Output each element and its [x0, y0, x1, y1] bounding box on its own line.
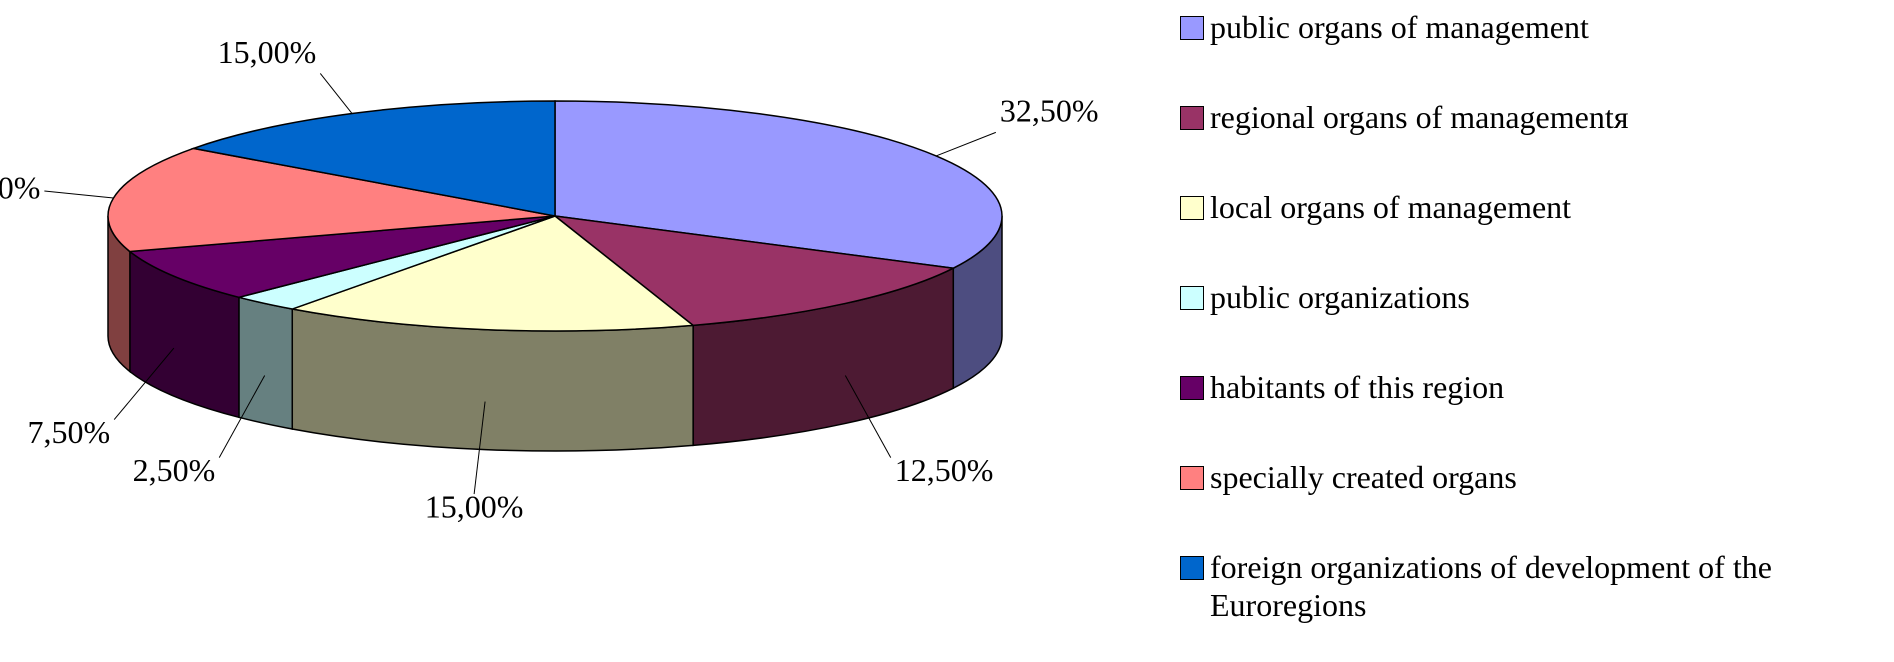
data-label: 15,00% [0, 169, 40, 205]
data-label: 7,50% [28, 414, 111, 450]
legend-item: public organs of management [1180, 8, 1880, 46]
legend-swatch [1180, 286, 1204, 310]
legend-item: local organs of management [1180, 188, 1880, 226]
pie-area: 32,50% 12,50% 15,00% 2,50% 7,50% 15,00% 15,00% [0, 34, 1099, 525]
legend-label: specially created organs [1210, 459, 1517, 495]
legend-swatch [1180, 556, 1204, 580]
legend-label: public organizations [1210, 279, 1470, 315]
leader-line [844, 375, 892, 458]
legend-swatch [1180, 196, 1204, 220]
data-label: 32,50% [1000, 93, 1099, 129]
legend-label: habitants of this region [1210, 369, 1505, 405]
legend-item: regional organs of managementя [1180, 98, 1880, 136]
data-label: 12,50% [895, 452, 994, 488]
slice [289, 215, 696, 332]
legend-label: local organs of management [1210, 189, 1572, 225]
data-label: 15,00% [218, 34, 317, 70]
leader-line [218, 375, 266, 458]
legend-item: habitants of this region [1180, 368, 1880, 406]
legend-label: regional organs of managementя [1210, 99, 1629, 135]
slice-side [238, 296, 294, 430]
legend-swatch [1180, 376, 1204, 400]
leader-line [319, 73, 353, 114]
legend-label: public organs of management [1210, 9, 1589, 45]
leader-line [113, 347, 175, 420]
legend-swatch [1180, 16, 1204, 40]
legend-label: foreign organizations of development of … [1210, 549, 1772, 623]
leader-line [935, 131, 996, 157]
legend-swatch [1180, 106, 1204, 130]
legend: public organs of management regional orga… [1180, 8, 1880, 624]
leader-line [473, 401, 486, 495]
slice [107, 147, 556, 253]
data-label: 15,00% [425, 488, 524, 524]
legend-item: public organizations [1180, 278, 1880, 316]
slice [127, 215, 556, 299]
data-label: 2,50% [133, 452, 216, 488]
legend-item: foreign organizations of development of … [1180, 548, 1880, 624]
legend-item: specially created organs [1180, 458, 1880, 496]
legend-swatch [1180, 466, 1204, 490]
leader-line [44, 190, 114, 199]
slice [552, 214, 956, 327]
